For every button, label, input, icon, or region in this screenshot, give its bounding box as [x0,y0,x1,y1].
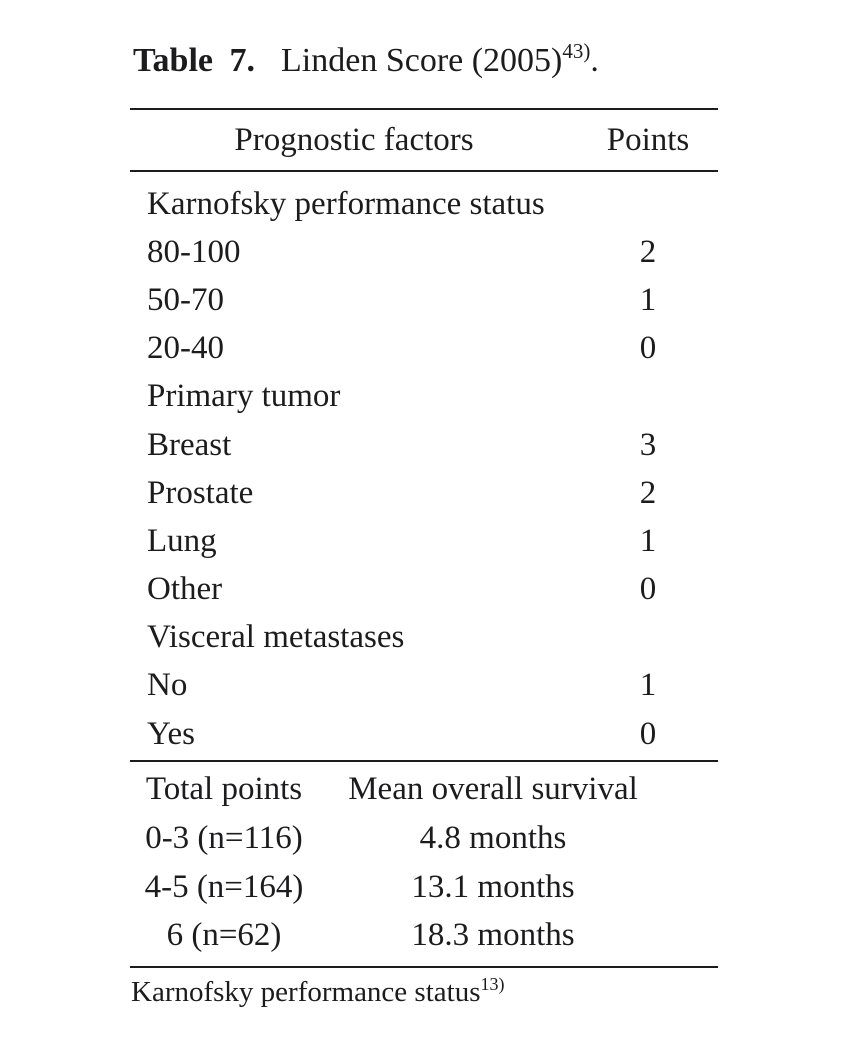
summary-row: 0-3 (n=116) 4.8 months [130,814,718,863]
factor-cell: Other [147,571,223,608]
footnote-reference-superscript: 13) [480,974,505,994]
factor-cell: Breast [147,426,232,463]
factor-cell: Prostate [147,474,254,511]
factor-cell: Lung [147,522,217,559]
points-cell: 1 [639,522,657,559]
score-table-body: Karnofsky performance status 80-100 2 50… [130,172,718,760]
table-row: Breast 3 [130,421,718,469]
table-row: Lung 1 [130,517,718,565]
points-cell: 0 [639,330,657,367]
table-row-group-karnofsky: Karnofsky performance status [130,180,718,228]
factor-cell: Karnofsky performance status [147,185,545,222]
points-cell: 0 [639,715,657,752]
column-header-mean-overall-survival: Mean overall survival [348,770,638,807]
summary-row: 6 (n=62) 18.3 months [130,911,718,960]
table-caption: Table 7. Linden Score (2005)43). [133,39,599,80]
summary-header-row: Total points Mean overall survival [130,764,718,814]
table-row: Prostate 2 [130,469,718,517]
column-header-total-points: Total points [145,770,303,807]
points-cell: 0 [639,571,657,608]
factor-cell: Yes [147,715,196,752]
footnote-text: Karnofsky performance status [131,976,481,1008]
total-points-cell: 0-3 (n=116) [145,820,303,856]
survival-cell: 4.8 months [419,820,567,856]
factor-cell: 20-40 [147,330,224,367]
survival-cell: 18.3 months [411,917,575,953]
linden-score-table: Prognostic factors Points Karnofsky perf… [130,108,718,968]
table-title: Linden Score (2005) [281,42,563,79]
table-number: Table 7. [133,42,256,79]
table-row: 80-100 2 [130,228,718,276]
factor-cell: Visceral metastases [147,619,405,656]
points-cell: 2 [639,233,657,270]
total-points-cell: 4-5 (n=164) [144,868,304,905]
points-cell: 2 [639,474,657,511]
table-row: 20-40 0 [130,325,718,373]
caption-reference-superscript: 43) [562,39,591,63]
summary-row: 4-5 (n=164) 13.1 months [130,863,718,912]
table-footnote: Karnofsky performance status13) [131,974,505,1009]
table-row: Yes 0 [130,710,718,758]
table-row-group-primary-tumor: Primary tumor [130,373,718,421]
table-row: No 1 [130,662,718,710]
factor-cell: 80-100 [147,233,241,270]
caption-period: . [590,42,599,79]
survival-cell: 13.1 months [411,868,575,905]
factor-cell: No [147,667,188,704]
points-cell: 1 [639,281,657,318]
column-header-points: Points [606,121,690,158]
column-header-prognostic-factors: Prognostic factors [234,121,474,158]
table-row: Other 0 [130,566,718,614]
table-row: 50-70 1 [130,276,718,324]
survival-summary-table: Total points Mean overall survival 0-3 (… [130,760,718,968]
factor-cell: Primary tumor [147,378,341,415]
total-points-cell: 6 (n=62) [166,917,282,953]
points-cell: 3 [639,426,657,463]
score-table-header-row: Prognostic factors Points [130,110,718,172]
points-cell: 1 [639,667,657,704]
table-row-group-visceral-metastases: Visceral metastases [130,614,718,662]
factor-cell: 50-70 [147,281,224,318]
